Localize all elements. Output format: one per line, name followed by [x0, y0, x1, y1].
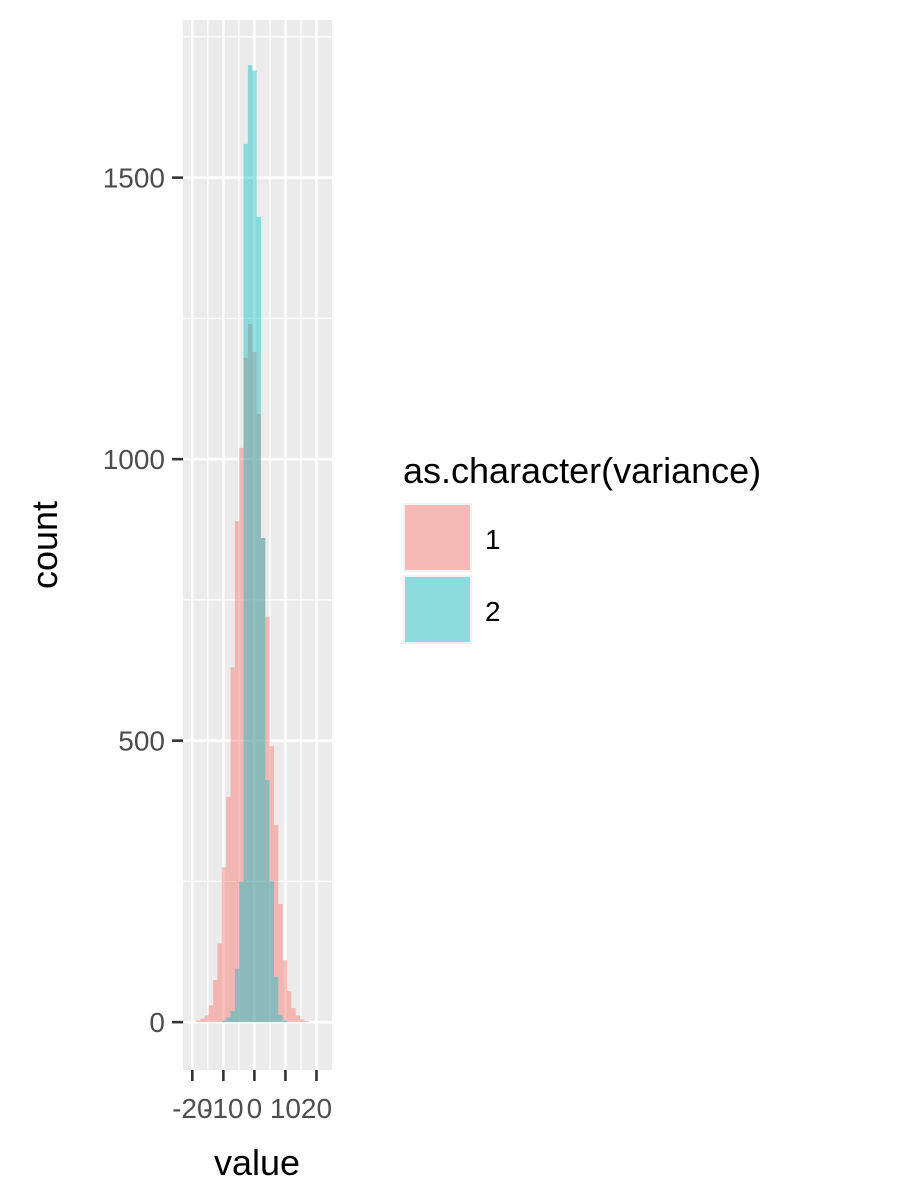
legend-key-swatch: [405, 505, 470, 570]
histogram-bar: [226, 796, 231, 1023]
x-tick-label: 0: [247, 1093, 263, 1124]
histogram-bar: [260, 537, 266, 1023]
histogram-bar: [234, 521, 240, 1023]
histogram-bar: [256, 217, 261, 1023]
histogram-bar: [213, 979, 218, 1023]
major-grid: [183, 20, 332, 1070]
histogram-bar: [243, 357, 248, 1023]
legend-label: 2: [485, 596, 501, 627]
histogram-bar: [226, 1017, 231, 1023]
histogram-bar: [252, 70, 257, 1023]
histogram-bar: [204, 1015, 209, 1023]
histogram-bar: [239, 881, 244, 1023]
histogram-bar: [243, 143, 248, 1023]
histogram-bar: [282, 960, 287, 1023]
histogram-bar: [221, 1020, 227, 1023]
legend-title: as.character(variance): [403, 450, 761, 491]
x-tick-label: 10: [270, 1093, 301, 1124]
legend-key-background: [403, 575, 472, 644]
histogram-bar: [282, 1020, 287, 1023]
legend-key-background: [403, 503, 472, 572]
histogram-bar: [295, 1015, 301, 1023]
histogram-bar: [247, 65, 253, 1023]
histogram-bar: [221, 867, 227, 1023]
histogram-bar: [300, 1019, 305, 1023]
y-axis: 0 500 1000 1500: [103, 163, 183, 1038]
y-tick-label: 1500: [103, 163, 165, 194]
series-1-bars: [195, 324, 309, 1023]
histogram-bar: [265, 780, 270, 1023]
y-tick-label: 1000: [103, 444, 165, 475]
histogram-bar: [230, 667, 235, 1023]
histogram-bar: [230, 1010, 235, 1023]
histogram-bar: [286, 991, 292, 1023]
y-axis-title: count: [24, 501, 65, 589]
histogram-bar: [247, 324, 253, 1023]
histogram-bar: [217, 943, 222, 1023]
minor-grid: [183, 20, 332, 1070]
y-tick-label: 500: [118, 726, 165, 757]
histogram-bar: [256, 414, 261, 1023]
y-tick-label: 0: [149, 1007, 165, 1038]
legend-label: 1: [485, 524, 501, 555]
legend: as.character(variance) 12: [403, 450, 761, 644]
histogram-bar: [273, 977, 279, 1023]
histogram-bar: [278, 903, 283, 1023]
histogram-bar: [239, 447, 244, 1023]
legend-key-swatch: [405, 577, 470, 642]
histogram-bar: [273, 825, 279, 1023]
histogram-bar: [269, 881, 274, 1023]
histogram-bar: [265, 616, 270, 1023]
histogram-bar: [252, 352, 257, 1023]
histogram-bar: [260, 537, 266, 1023]
histogram-bar: [200, 1018, 205, 1023]
x-tick-label: 20: [301, 1093, 332, 1124]
histogram-bar: [278, 1015, 283, 1023]
histogram-bar: [291, 1008, 296, 1023]
legend-entries: 12: [403, 503, 501, 644]
x-axis: -20-10 0 10 20: [172, 1070, 332, 1124]
histogram-bars: [195, 65, 309, 1023]
series-2-bars: [221, 65, 287, 1023]
x-tick-label: -20: [172, 1093, 212, 1124]
x-tick-label: -10: [203, 1093, 243, 1124]
histogram-bar: [269, 746, 274, 1023]
histogram-bar: [195, 1020, 201, 1023]
histogram-bar: [234, 968, 240, 1023]
histogram-bar: [304, 1021, 309, 1023]
histogram-bar: [208, 1005, 214, 1023]
x-axis-title: value: [214, 1142, 300, 1183]
